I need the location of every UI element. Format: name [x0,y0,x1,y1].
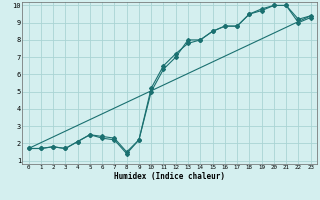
X-axis label: Humidex (Indice chaleur): Humidex (Indice chaleur) [114,172,225,181]
